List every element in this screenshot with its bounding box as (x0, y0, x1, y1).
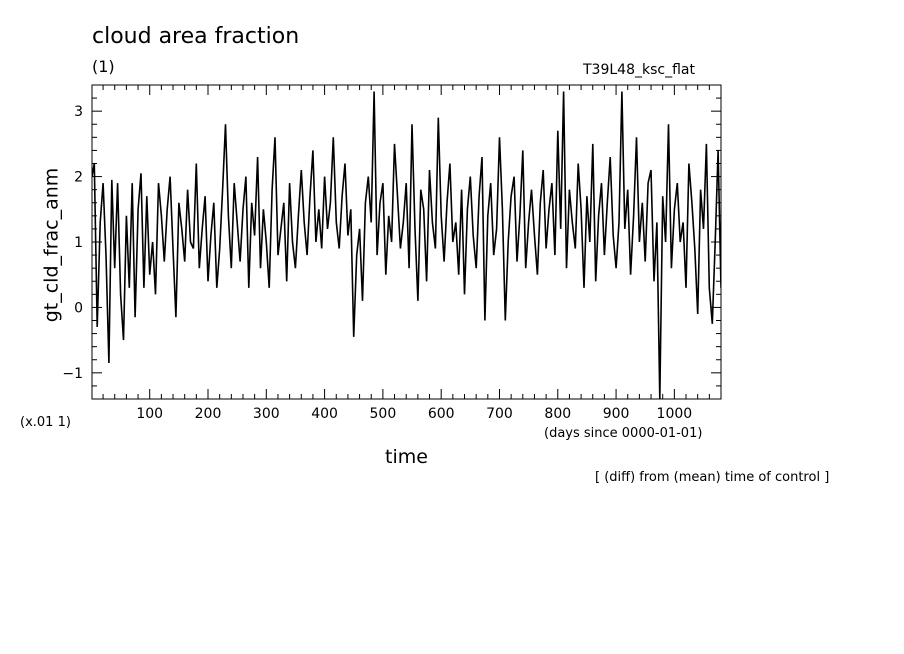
x-tick-label: 700 (486, 406, 513, 422)
x-tick-label: 800 (544, 406, 571, 422)
chart-units: (1) (92, 57, 115, 76)
x-tick-label: 600 (428, 406, 455, 422)
x-tick-label: 100 (136, 406, 163, 422)
y-tick-label: 3 (74, 104, 83, 120)
x-tick-label: 200 (195, 406, 222, 422)
scale-factor-label: (x.01 1) (20, 415, 71, 430)
x-axis-label: time (385, 446, 428, 468)
series-layer (92, 91, 721, 399)
note-label: [ (diff) from (mean) time of control ] (595, 470, 830, 485)
x-tick-label: 900 (603, 406, 630, 422)
experiment-label: T39L48_ksc_flat (583, 62, 695, 78)
y-tick-label: −1 (62, 366, 83, 382)
x-tick-label: 400 (311, 406, 338, 422)
y-tick-label: 2 (74, 170, 83, 186)
plot-frame (91, 84, 722, 400)
x-tick-label: 500 (370, 406, 397, 422)
axis-layer: 100 200 300 400 500 600 700 800 900 1000 −1 0 1 2 3 (62, 84, 721, 422)
y-tick-label: 0 (74, 300, 83, 316)
x-tick-label: 300 (253, 406, 280, 422)
x-axis-units: (days since 0000-01-01) (544, 426, 703, 441)
chart-title: cloud area fraction (92, 24, 300, 49)
series-line-0 (92, 91, 721, 399)
y-tick-label: 1 (74, 235, 83, 251)
x-tick-label: 1000 (657, 406, 693, 422)
